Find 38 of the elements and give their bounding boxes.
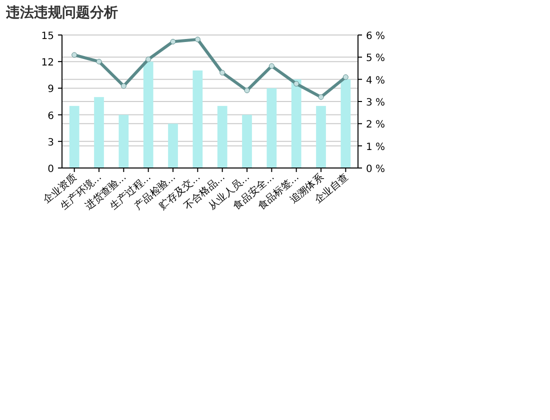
point <box>170 38 176 44</box>
y-tick-label: 0 <box>48 164 54 175</box>
point <box>318 94 324 100</box>
y-tick-label: 6 <box>48 110 54 122</box>
bar <box>242 114 252 168</box>
point <box>146 56 152 62</box>
bar <box>291 79 302 168</box>
y-tick-label: 9 <box>48 84 54 96</box>
y-tick-label: 12 <box>41 58 54 69</box>
bar <box>192 70 203 168</box>
y-tick-label: 15 <box>41 31 54 42</box>
bar <box>168 124 178 168</box>
point <box>194 36 200 42</box>
chart-title: 违法违规问题分析 <box>5 5 118 21</box>
point <box>268 63 274 69</box>
y2-tick-label: 1 % <box>366 142 386 153</box>
bar <box>118 114 129 168</box>
point <box>120 83 126 89</box>
bar <box>266 88 277 168</box>
y2-tick-label: 5 % <box>366 53 386 64</box>
bar <box>94 97 104 168</box>
y2-tick-label: 3 % <box>366 98 386 108</box>
bar <box>316 106 326 168</box>
bar <box>69 106 80 168</box>
point <box>72 52 78 58</box>
point <box>294 81 300 87</box>
y2-tick-label: 0 % <box>366 164 386 175</box>
point <box>220 70 226 76</box>
bar <box>340 79 351 168</box>
point <box>96 58 102 64</box>
y2-tick-label: 6 % <box>366 31 386 42</box>
y2-tick-label: 2 % <box>366 120 386 131</box>
y-tick-label: 3 <box>48 137 54 148</box>
point <box>342 74 348 80</box>
y2-tick-label: 4 % <box>366 75 386 86</box>
point <box>244 88 250 94</box>
bar <box>143 62 154 168</box>
bar <box>217 106 228 168</box>
